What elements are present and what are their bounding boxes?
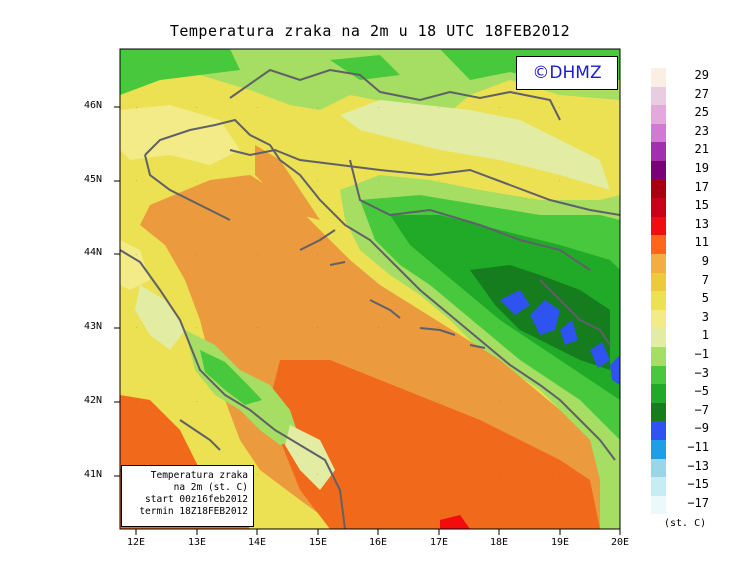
legend-label: −17 bbox=[687, 495, 709, 510]
lat-label-41n: 41N bbox=[84, 469, 103, 480]
legend-swatch bbox=[651, 123, 666, 143]
legend-swatch bbox=[651, 365, 666, 385]
legend-swatch bbox=[651, 291, 666, 310]
legend-swatch bbox=[651, 179, 666, 199]
legend-label: 17 bbox=[694, 179, 709, 194]
lon-label-20e: 20E bbox=[610, 537, 630, 548]
legend-swatch bbox=[651, 105, 666, 124]
legend-label: 1 bbox=[701, 328, 709, 343]
legend-swatch bbox=[651, 161, 666, 180]
legend-swatch bbox=[651, 347, 666, 366]
legend-swatch bbox=[651, 142, 666, 161]
map-title: Temperatura zraka na 2m u 18 UTC 18FEB20… bbox=[169, 22, 571, 40]
lon-label-15e: 15E bbox=[308, 537, 328, 548]
legend-swatch bbox=[651, 309, 666, 329]
legend-swatch bbox=[651, 216, 666, 236]
legend-swatch bbox=[651, 328, 666, 347]
legend-label: 19 bbox=[694, 161, 709, 175]
lat-label-42n: 42N bbox=[84, 395, 103, 406]
legend-swatch bbox=[651, 477, 666, 496]
legend-label: −15 bbox=[687, 477, 709, 492]
legend-label: −1 bbox=[694, 347, 709, 361]
lon-label-14e: 14E bbox=[247, 537, 267, 548]
lon-label-16e: 16E bbox=[368, 537, 388, 548]
legend-swatch bbox=[651, 440, 666, 459]
legend-swatch bbox=[651, 68, 666, 87]
legend-label: 9 bbox=[701, 254, 709, 268]
legend-swatch bbox=[651, 235, 666, 254]
lat-label-45n: 45N bbox=[84, 174, 103, 185]
legend-swatch bbox=[651, 384, 666, 403]
legend-unit: (st. C) bbox=[664, 518, 707, 529]
legend-label: 15 bbox=[694, 198, 709, 213]
lat-label-44n: 44N bbox=[84, 247, 103, 258]
legend-label: 23 bbox=[694, 123, 709, 138]
legend-label: −13 bbox=[687, 458, 709, 473]
legend-label: 29 bbox=[694, 68, 709, 82]
info-line: Temperatura zraka bbox=[150, 470, 248, 481]
legend-swatch bbox=[651, 421, 666, 440]
lon-label-19e: 19E bbox=[550, 537, 570, 548]
axis-ticks bbox=[114, 106, 621, 535]
legend-swatch bbox=[651, 254, 666, 273]
legend-label: 5 bbox=[701, 291, 709, 306]
lat-label-43n: 43N bbox=[84, 321, 103, 332]
lon-label-13e: 13E bbox=[187, 537, 207, 548]
legend-label: 25 bbox=[694, 105, 709, 120]
legend-label: 3 bbox=[701, 309, 709, 324]
legend-swatch bbox=[651, 458, 666, 478]
info-line: termin 18Z18FEB2012 bbox=[139, 506, 248, 517]
legend-swatch bbox=[651, 86, 666, 106]
info-line: start 00z16feb2012 bbox=[145, 494, 248, 505]
info-line: na 2m (st. C) bbox=[173, 482, 248, 493]
legend-label: −7 bbox=[694, 402, 709, 417]
lon-label-12e: 12E bbox=[126, 537, 146, 548]
legend-label: 7 bbox=[701, 272, 709, 287]
info-box: Temperatura zraka na 2m (st. C) start 00… bbox=[121, 465, 254, 527]
legend-label: 27 bbox=[694, 86, 709, 101]
legend-label: −3 bbox=[694, 365, 709, 380]
legend-label: −9 bbox=[694, 421, 709, 436]
lon-label-17e: 17E bbox=[429, 537, 449, 548]
copyright-badge: ©DHMZ bbox=[516, 56, 618, 90]
legend-label: −11 bbox=[687, 440, 709, 454]
lat-label-46n: 46N bbox=[84, 100, 103, 111]
legend-label: 21 bbox=[694, 142, 709, 157]
legend-label: 11 bbox=[694, 235, 709, 250]
legend-swatch bbox=[651, 198, 666, 217]
legend-label: 13 bbox=[694, 216, 709, 231]
legend-label: −5 bbox=[694, 384, 709, 399]
legend-swatch bbox=[651, 495, 666, 515]
legend-swatch bbox=[651, 272, 666, 292]
legend-swatch bbox=[651, 402, 666, 422]
lon-label-18e: 18E bbox=[489, 537, 509, 548]
